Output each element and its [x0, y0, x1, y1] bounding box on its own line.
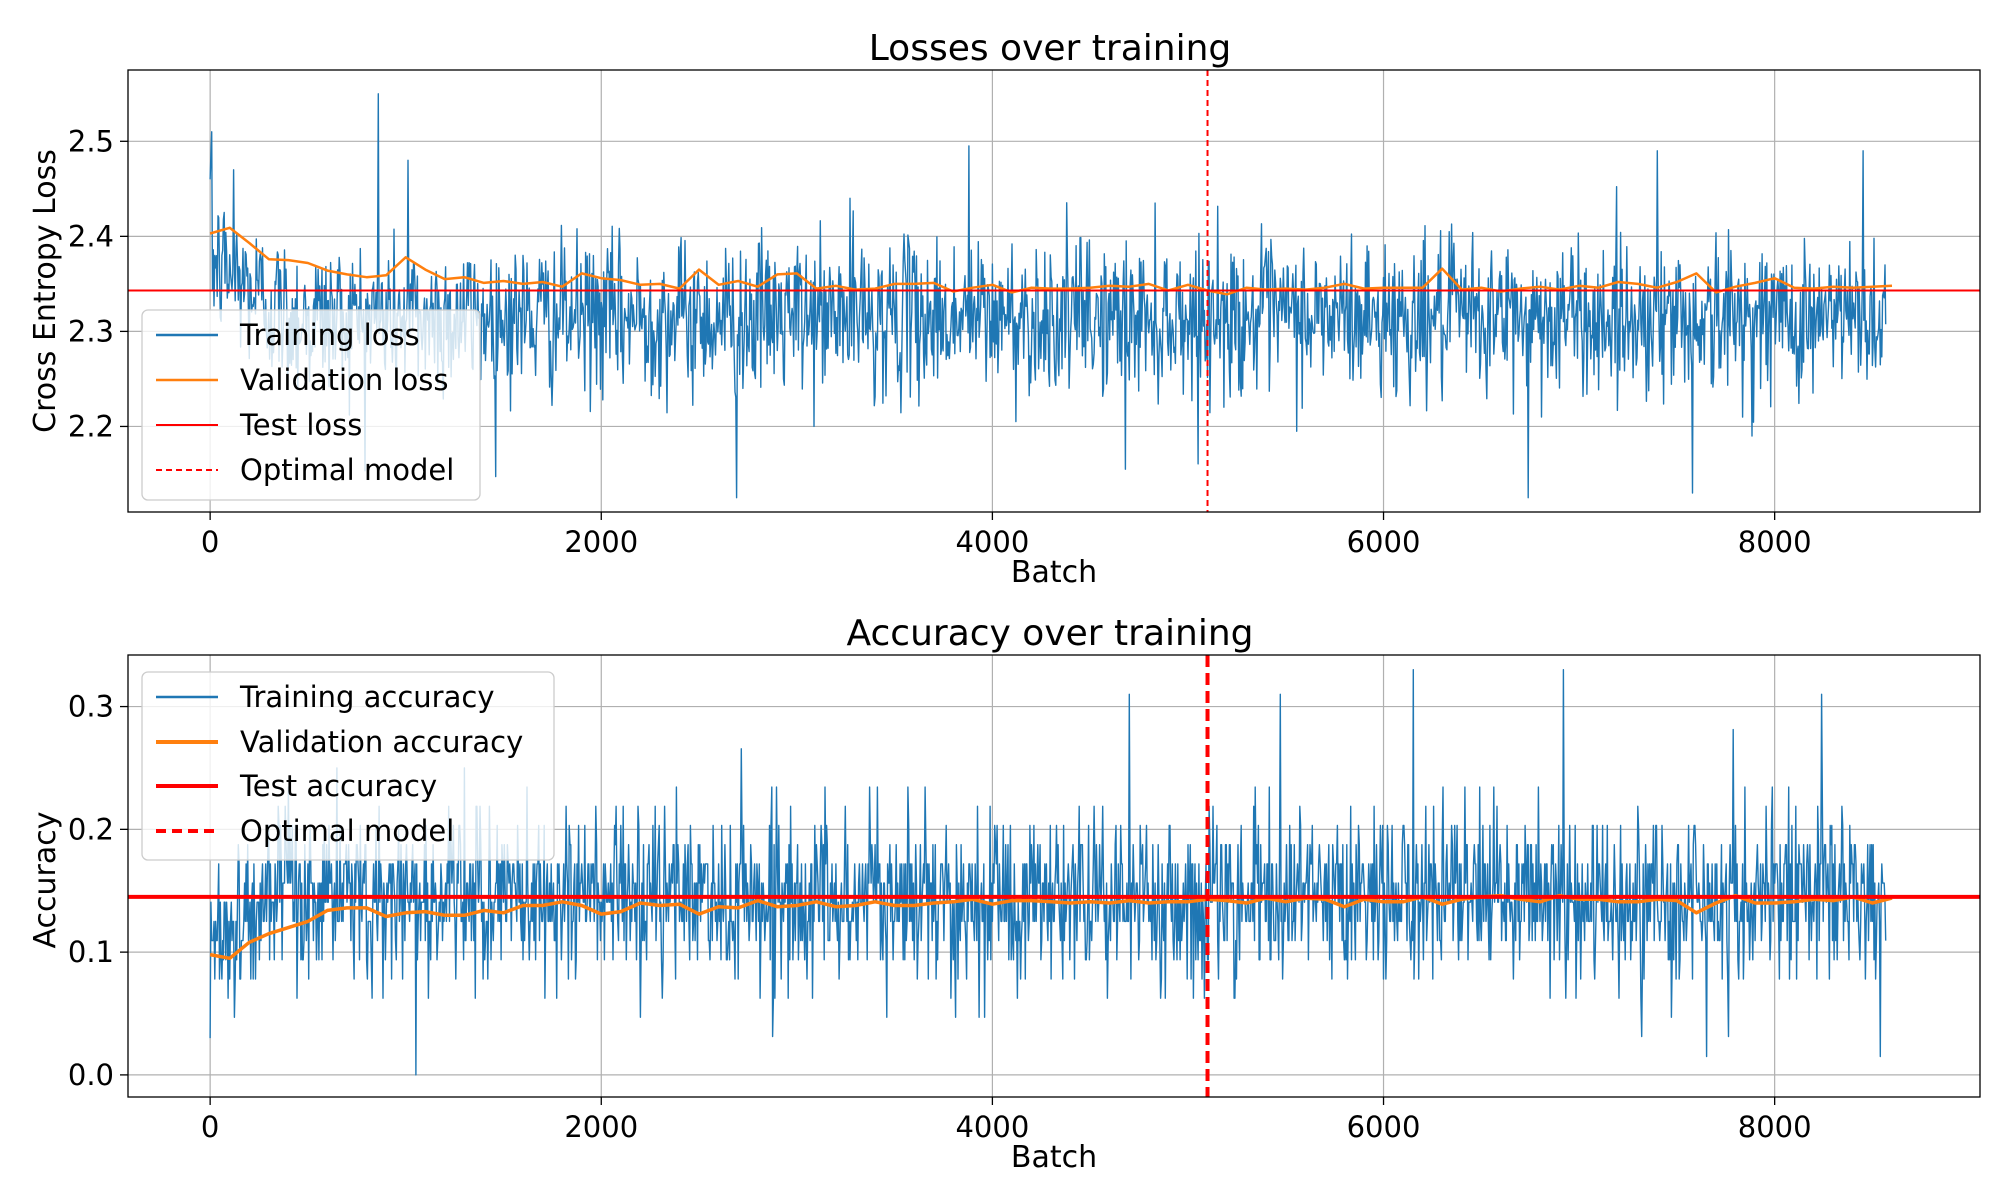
loss-x-tick-label-4: 8000	[1738, 525, 1812, 559]
accuracy-y-ticks: 0.0 0.1 0.2 0.3	[68, 690, 128, 1092]
loss-y-tick-label-3: 2.5	[68, 124, 114, 158]
accuracy-legend-label-optimal: Optimal model	[240, 814, 454, 848]
accuracy-y-tick-label-2: 0.2	[68, 812, 114, 846]
validation-loss-line	[209, 226, 1893, 296]
accuracy-x-tick-label-3: 6000	[1347, 1110, 1421, 1144]
accuracy-x-axis-label: Batch	[1011, 1140, 1097, 1175]
accuracy-y-tick-label-3: 0.3	[68, 690, 114, 724]
loss-plot-frame	[127, 69, 1981, 513]
accuracy-legend-label-val: Validation accuracy	[240, 725, 523, 759]
loss-legend-label-test: Test loss	[239, 408, 362, 442]
loss-x-ticks: 0 2000 4000 6000 8000	[201, 512, 1812, 559]
loss-legend-label-optimal: Optimal model	[240, 453, 454, 487]
accuracy-legend-label-test: Test accuracy	[239, 769, 437, 803]
loss-chart: Losses over training 0 2000 4000 6000 8000 2…	[28, 28, 1981, 590]
loss-x-tick-label-3: 6000	[1347, 525, 1421, 559]
loss-legend-box	[141, 309, 481, 501]
accuracy-x-ticks: 0 2000 4000 6000 8000	[201, 1097, 1812, 1144]
loss-legend-label-train: Training loss	[239, 318, 420, 352]
accuracy-x-tick-label-4: 8000	[1738, 1110, 1812, 1144]
accuracy-y-axis-label: Accuracy	[28, 812, 63, 949]
accuracy-validation-series-path	[209, 893, 1893, 961]
accuracy-reference-lines	[128, 655, 1980, 1097]
loss-reference-lines	[128, 70, 1980, 512]
loss-x-tick-label-0: 0	[201, 525, 219, 559]
loss-y-ticks: 2.2 2.3 2.4 2.5	[68, 124, 128, 443]
loss-legend-label-val: Validation loss	[240, 363, 448, 397]
loss-x-tick-label-1: 2000	[564, 525, 638, 559]
accuracy-x-tick-label-2: 4000	[955, 1110, 1029, 1144]
loss-x-tick-label-2: 4000	[955, 525, 1029, 559]
training-loss-line	[209, 93, 1887, 499]
loss-validation-series-path	[209, 226, 1893, 296]
validation-accuracy-line	[209, 893, 1893, 961]
loss-y-tick-label-2: 2.4	[68, 219, 114, 253]
accuracy-y-tick-label-0: 0.0	[68, 1058, 114, 1092]
loss-y-tick-label-0: 2.2	[68, 409, 114, 443]
loss-y-axis-label: Cross Entropy Loss	[28, 149, 63, 433]
loss-training-series-path	[209, 93, 1887, 499]
loss-legend: Training loss Validation loss Test loss …	[141, 309, 481, 501]
accuracy-x-tick-label-1: 2000	[564, 1110, 638, 1144]
accuracy-chart: Accuracy over training 0 2000 4000 6000 8000…	[28, 613, 1981, 1175]
loss-y-tick-label-1: 2.3	[68, 314, 114, 348]
accuracy-plot-frame	[127, 654, 1981, 1098]
loss-x-axis-label: Batch	[1011, 555, 1097, 590]
loss-chart-title: Losses over training	[869, 28, 1232, 69]
accuracy-y-tick-label-1: 0.1	[68, 935, 114, 969]
accuracy-legend-label-train: Training accuracy	[239, 680, 495, 714]
accuracy-chart-title: Accuracy over training	[847, 613, 1254, 654]
accuracy-x-tick-label-0: 0	[201, 1110, 219, 1144]
accuracy-legend-box	[141, 671, 555, 861]
accuracy-legend: Training accuracy Validation accuracy Te…	[141, 671, 555, 861]
